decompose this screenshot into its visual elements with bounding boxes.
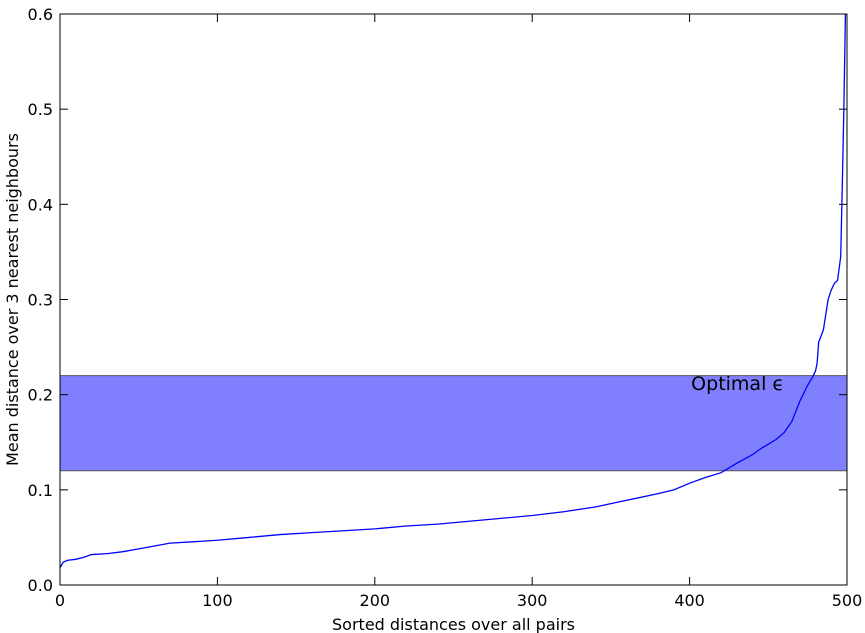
axes-layer	[59, 13, 848, 586]
x-tick-label: 400	[674, 591, 705, 610]
optimal-epsilon-band	[60, 375, 847, 471]
x-tick-label: 300	[517, 591, 548, 610]
y-tick-label: 0.6	[28, 5, 53, 24]
x-tick-label: 0	[55, 591, 65, 610]
series-line-0	[60, 14, 847, 569]
plot-frame	[59, 13, 848, 586]
x-tick-label: 200	[360, 591, 391, 610]
y-tick-label: 0.5	[28, 100, 53, 119]
y-tick-label: 0.0	[28, 576, 53, 595]
y-tick-label: 0.2	[28, 386, 53, 405]
y-tick-label: 0.4	[28, 195, 53, 214]
line-layer	[60, 14, 847, 569]
y-tick-label: 0.1	[28, 481, 53, 500]
ticks-layer: 0 100 200 300 400 500 0.0 0.1 0.2 0.3 0.4 0.5 0.6	[28, 5, 863, 610]
band-layer	[60, 375, 847, 472]
annotation-optimal-epsilon: Optimal ϵ	[691, 373, 784, 395]
y-axis-label: Mean distance over 3 nearest neighbours	[3, 133, 22, 466]
x-tick-label: 100	[202, 591, 233, 610]
y-tick-label: 0.3	[28, 291, 53, 310]
x-tick-label: 500	[832, 591, 863, 610]
x-axis-label: Sorted distances over all pairs	[332, 615, 575, 633]
